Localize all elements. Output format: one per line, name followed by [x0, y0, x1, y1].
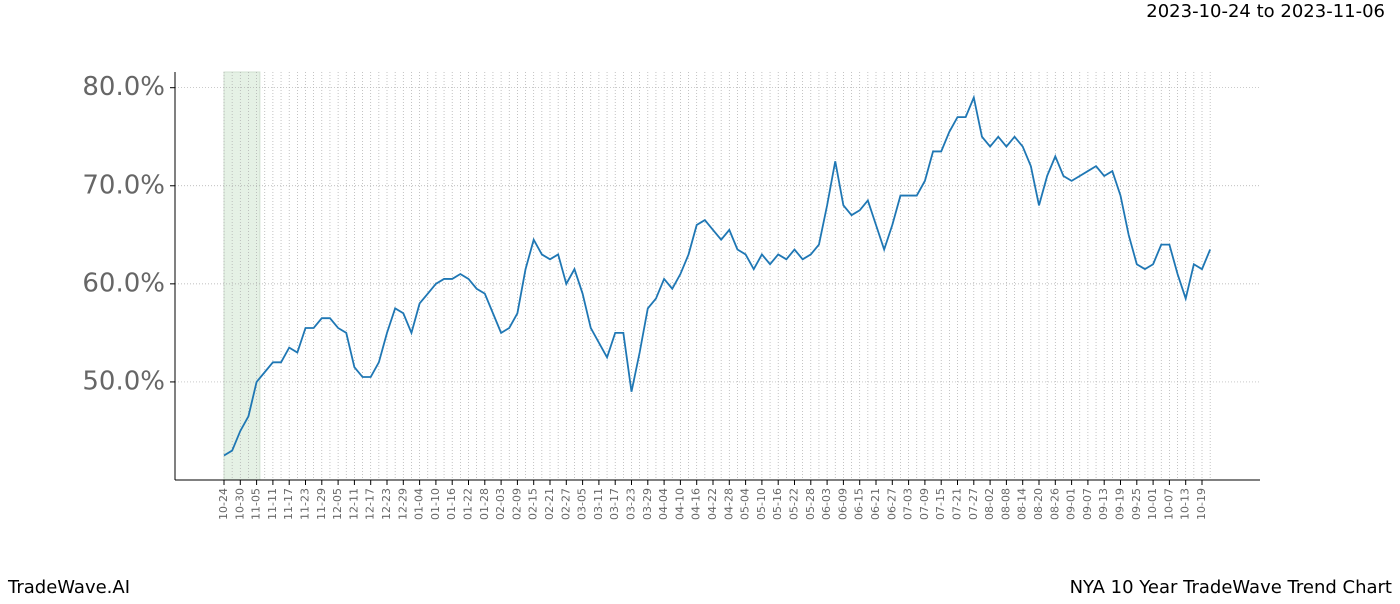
x-tick-label: 03-17	[608, 488, 621, 520]
x-tick-label: 07-03	[902, 488, 915, 520]
y-tick-label: 70.0%	[82, 170, 165, 200]
x-tick-label: 10-24	[217, 488, 230, 520]
highlight-window	[223, 71, 261, 481]
x-tick-label: 06-09	[836, 488, 849, 520]
x-tick-label: 08-26	[1048, 488, 1061, 520]
x-tick-label: 01-28	[478, 488, 491, 520]
x-tick-label: 08-14	[1016, 488, 1029, 520]
x-tick-label: 06-03	[820, 488, 833, 520]
x-tick-label: 05-28	[804, 488, 817, 520]
x-tick-label: 12-17	[364, 488, 377, 520]
x-tick-label: 01-22	[462, 488, 475, 520]
x-tick-label: 10-30	[233, 488, 246, 520]
x-tick-label: 09-01	[1065, 488, 1078, 520]
x-tick-label: 01-04	[413, 488, 426, 520]
x-tick-label: 07-09	[918, 488, 931, 520]
x-tick-label: 01-16	[445, 488, 458, 520]
x-tick-label: 07-21	[951, 488, 964, 520]
subtitle: 2023-10-24 to 2023-11-06	[1146, 1, 1385, 22]
x-tick-label: 12-11	[347, 488, 360, 520]
x-tick-label: 06-15	[853, 488, 866, 520]
x-tick-label: 10-13	[1179, 488, 1192, 520]
x-tick-label: 03-23	[625, 488, 638, 520]
x-tick-label: 11-05	[250, 488, 263, 520]
x-tick-label: 04-04	[657, 488, 670, 520]
y-tick-label: 80.0%	[82, 72, 165, 102]
x-tick-label: 03-29	[641, 488, 654, 520]
x-tick-label: 12-05	[331, 488, 344, 520]
x-tick-label: 09-25	[1130, 488, 1143, 520]
x-tick-label: 11-17	[282, 488, 295, 520]
x-tick-label: 11-23	[299, 488, 312, 520]
x-tick-label: 04-10	[673, 488, 686, 520]
x-tick-label: 05-16	[771, 488, 784, 520]
x-tick-label: 02-21	[543, 488, 556, 520]
x-tick-label: 04-22	[706, 488, 719, 520]
x-tick-label: 05-10	[755, 488, 768, 520]
x-tick-label: 04-28	[722, 488, 735, 520]
x-tick-label: 02-15	[527, 488, 540, 520]
y-tick-label: 50.0%	[82, 366, 165, 396]
x-tick-label: 07-27	[967, 488, 980, 520]
x-tick-label: 02-03	[494, 488, 507, 520]
x-tick-label: 12-29	[396, 488, 409, 520]
x-tick-label: 10-01	[1146, 488, 1159, 520]
x-tick-label: 05-22	[788, 488, 801, 520]
x-tick-label: 06-21	[869, 488, 882, 520]
x-tick-label: 04-16	[690, 488, 703, 520]
x-tick-label: 03-05	[576, 488, 589, 520]
x-tick-label: 02-27	[559, 488, 572, 520]
x-tick-label: 11-11	[266, 488, 279, 520]
x-tick-label: 06-27	[885, 488, 898, 520]
footer-left: TradeWave.AI	[7, 577, 130, 598]
x-tick-label: 10-07	[1162, 488, 1175, 520]
x-tick-label: 10-19	[1195, 488, 1208, 520]
x-tick-label: 02-09	[510, 488, 523, 520]
y-tick-label: 60.0%	[82, 268, 165, 298]
trend-line	[223, 94, 1211, 457]
x-tick-label: 08-20	[1032, 488, 1045, 520]
x-tick-label: 08-02	[983, 488, 996, 520]
x-tick-label: 09-19	[1114, 488, 1127, 520]
x-tick-label: 09-07	[1081, 488, 1094, 520]
x-tick-label: 01-10	[429, 488, 442, 520]
x-tick-label: 07-15	[934, 488, 947, 520]
x-tick-label: 03-11	[592, 488, 605, 520]
x-tick-label: 08-08	[999, 488, 1012, 520]
x-tick-label: 11-29	[315, 488, 328, 520]
x-tick-label: 12-23	[380, 488, 393, 520]
footer-right: NYA 10 Year TradeWave Trend Chart	[1070, 577, 1392, 598]
x-tick-label: 09-13	[1097, 488, 1110, 520]
x-tick-label: 05-04	[739, 488, 752, 520]
